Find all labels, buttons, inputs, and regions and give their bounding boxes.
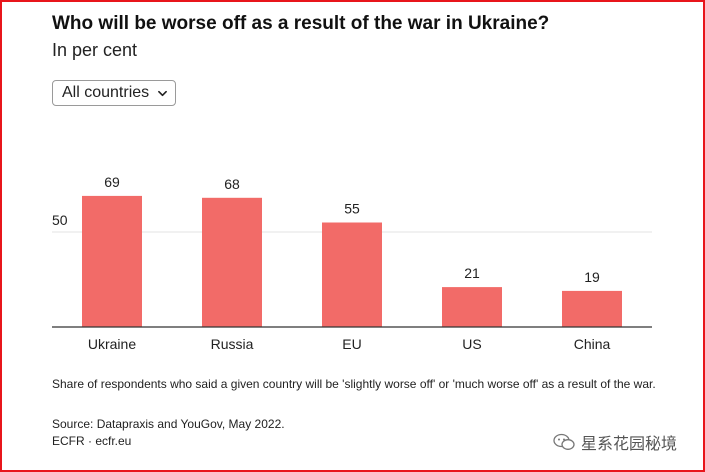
- wechat-icon: [553, 433, 575, 450]
- watermark-text: 星系花园秘境: [581, 436, 678, 453]
- x-tick-label: China: [574, 336, 611, 352]
- data-label: 55: [344, 201, 360, 217]
- chevron-down-icon: [158, 90, 167, 97]
- bar: [562, 290, 622, 327]
- bar: [82, 195, 142, 327]
- x-tick-label: Ukraine: [88, 336, 136, 352]
- watermark: 星系花园秘境: [553, 430, 677, 454]
- bar-chart: 50 69 Ukraine 68 Russia 55 EU 21 US 19 China: [52, 174, 652, 352]
- data-label: 68: [224, 176, 240, 192]
- x-tick-label: EU: [342, 336, 361, 352]
- x-tick-label: US: [462, 336, 481, 352]
- y-tick-label: 50: [52, 212, 68, 228]
- data-label: 69: [104, 174, 120, 190]
- data-label: 19: [584, 269, 600, 285]
- data-label: 21: [464, 265, 480, 281]
- source-text: Source: Datapraxis and YouGov, May 2022.: [52, 417, 285, 431]
- country-filter-value: All countries: [62, 84, 150, 101]
- chart-title: Who will be worse off as a result of the…: [52, 13, 550, 34]
- chart-note: Share of respondents who said a given co…: [52, 377, 656, 391]
- bar: [442, 287, 502, 327]
- bar: [202, 197, 262, 327]
- country-filter-select[interactable]: All countries: [52, 80, 176, 106]
- x-tick-label: Russia: [211, 336, 254, 352]
- bar: [322, 222, 382, 327]
- chart-subtitle: In per cent: [52, 40, 138, 60]
- credit-text: ECFR · ecfr.eu: [52, 434, 132, 448]
- chart-source: Source: Datapraxis and YouGov, May 2022.…: [52, 416, 285, 450]
